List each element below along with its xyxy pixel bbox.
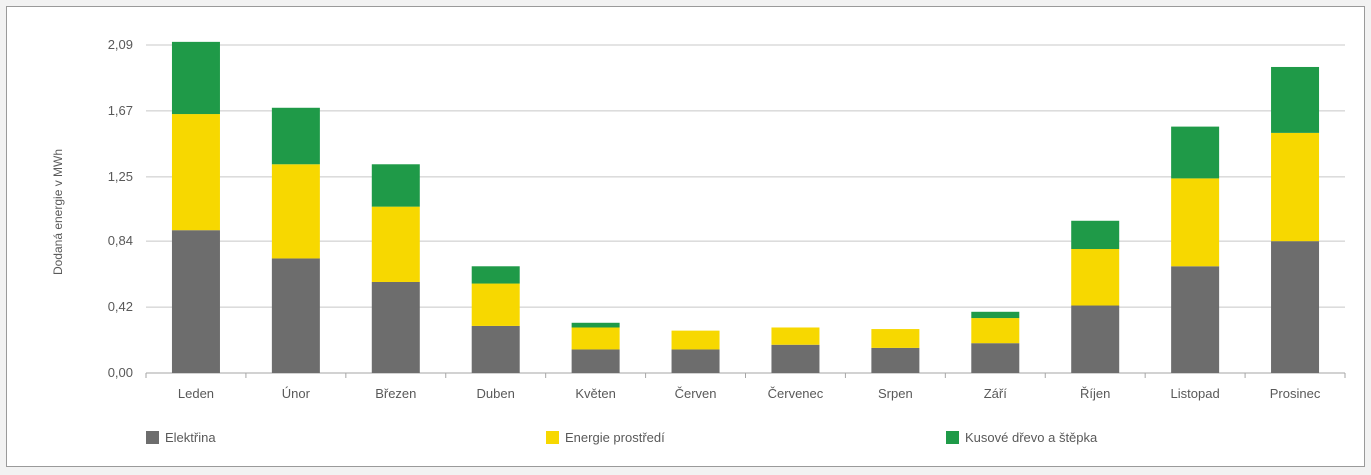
y-tick-label: 0,84 (108, 233, 133, 248)
bars (171, 41, 1320, 373)
bar-segment-elektrina (271, 258, 320, 373)
bar-segment-elektrina (571, 349, 620, 373)
gridlines (145, 44, 1346, 378)
y-tick-label: 1,25 (108, 169, 133, 184)
x-category-label: Červen (675, 386, 717, 401)
bar-segment-elektrina (1071, 305, 1120, 373)
bar-segment-kusove-drevo (371, 164, 420, 207)
bar-segment-elektrina (871, 347, 920, 373)
chart-frame (6, 6, 1365, 467)
x-category-label: Červenec (768, 386, 824, 401)
x-category-label: Únor (282, 386, 311, 401)
y-axis-label: Dodaná energie v MWh (51, 149, 65, 275)
bar-segment-elektrina (1171, 266, 1220, 373)
bar-segment-energie-prostredi (471, 283, 520, 326)
y-tick-label: 0,00 (108, 365, 133, 380)
bar-segment-energie-prostredi (1171, 178, 1220, 267)
bar-segment-elektrina (371, 281, 420, 373)
legend-item-kusove-drevo: Kusové dřevo a štěpka (946, 430, 1097, 445)
x-category-label: Březen (375, 386, 416, 401)
y-tick-label: 1,67 (108, 103, 133, 118)
bar-segment-energie-prostredi (771, 327, 820, 345)
bar-segment-energie-prostredi (1271, 132, 1320, 242)
x-category-label: Září (984, 386, 1008, 401)
legend-item-energie-prostredi: Energie prostředí (546, 430, 665, 445)
y-tick-label: 2,09 (108, 37, 133, 52)
bar-segment-elektrina (971, 343, 1020, 373)
bar-segment-energie-prostredi (971, 318, 1020, 344)
x-category-label: Prosinec (1270, 386, 1321, 401)
x-category-label: Leden (178, 386, 214, 401)
x-category-label: Srpen (878, 386, 913, 401)
bar-segment-kusove-drevo (471, 266, 520, 284)
bar-segment-energie-prostredi (171, 114, 220, 231)
legend-item-elektrina: Elektřina (146, 430, 216, 445)
bar-segment-energie-prostredi (371, 206, 420, 282)
x-category-label: Říjen (1080, 386, 1110, 401)
legend-swatch-kusove-drevo (946, 431, 959, 444)
y-tick-labels: 0,00 0,42 0,84 1,25 1,67 2,09 (108, 37, 133, 380)
bar-segment-elektrina (671, 349, 720, 373)
legend-swatch-elektrina (146, 431, 159, 444)
bar-segment-energie-prostredi (871, 329, 920, 348)
legend-label-elektrina: Elektřina (165, 430, 216, 445)
y-tick-label: 0,42 (108, 299, 133, 314)
bar-segment-kusove-drevo (1271, 66, 1320, 133)
bar-segment-elektrina (1271, 241, 1320, 373)
bar-segment-elektrina (171, 230, 220, 373)
bar-segment-kusove-drevo (171, 41, 220, 115)
x-category-label: Květen (575, 386, 615, 401)
bar-segment-energie-prostredi (671, 330, 720, 350)
bar-segment-elektrina (771, 344, 820, 373)
x-category-labels: Leden Únor Březen Duben Květen Červen Červenec… (178, 386, 1321, 401)
legend-swatch-energie-prostredi (546, 431, 559, 444)
bar-segment-energie-prostredi (1071, 249, 1120, 306)
bar-segment-kusove-drevo (971, 311, 1020, 319)
x-category-label: Duben (477, 386, 515, 401)
bar-segment-elektrina (471, 325, 520, 373)
bar-segment-energie-prostredi (271, 164, 320, 259)
bar-segment-kusove-drevo (1071, 220, 1120, 250)
bar-segment-kusove-drevo (1171, 126, 1220, 179)
bar-segment-kusove-drevo (571, 322, 620, 328)
x-category-label: Listopad (1171, 386, 1220, 401)
bar-segment-kusove-drevo (271, 107, 320, 165)
bar-segment-energie-prostredi (571, 327, 620, 350)
legend-label-energie-prostredi: Energie prostředí (565, 430, 665, 445)
legend-label-kusove-drevo: Kusové dřevo a štěpka (965, 430, 1098, 445)
